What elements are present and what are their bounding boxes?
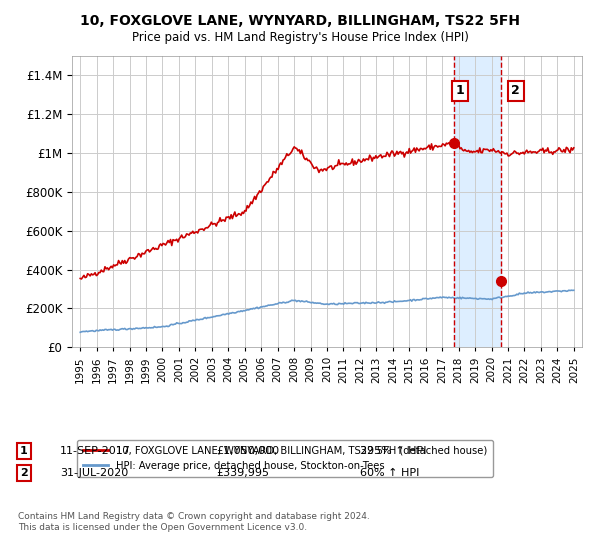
Text: £339,995: £339,995 [216,468,269,478]
Text: 11-SEP-2017: 11-SEP-2017 [60,446,131,456]
Text: Contains HM Land Registry data © Crown copyright and database right 2024.
This d: Contains HM Land Registry data © Crown c… [18,512,370,532]
Bar [454,56,501,347]
Text: 60% ↑ HPI: 60% ↑ HPI [360,468,419,478]
Text: 2: 2 [511,85,520,97]
Text: 1: 1 [456,85,464,97]
Text: 10, FOXGLOVE LANE, WYNYARD, BILLINGHAM, TS22 5FH: 10, FOXGLOVE LANE, WYNYARD, BILLINGHAM, … [80,14,520,28]
Text: £1,050,000: £1,050,000 [216,446,279,456]
Text: Price paid vs. HM Land Registry's House Price Index (HPI): Price paid vs. HM Land Registry's House … [131,31,469,44]
Text: 31-JUL-2020: 31-JUL-2020 [60,468,128,478]
Legend: 10, FOXGLOVE LANE, WYNYARD, BILLINGHAM, TS22 5FH (detached house), HPI: Average : 10, FOXGLOVE LANE, WYNYARD, BILLINGHAM, … [77,440,493,477]
Text: 395% ↑ HPI: 395% ↑ HPI [360,446,427,456]
Text: 1: 1 [20,446,28,456]
Text: 2: 2 [20,468,28,478]
